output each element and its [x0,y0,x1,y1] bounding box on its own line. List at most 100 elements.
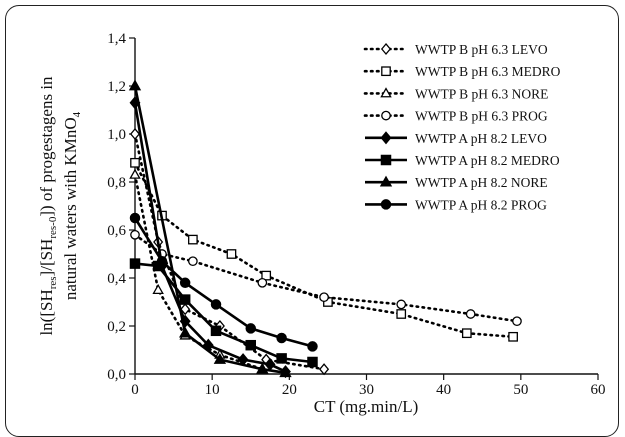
data-point [307,341,318,352]
legend-label: WWTP A pH 8.2 NORE [415,175,548,190]
y-label-sub1: res [47,276,59,289]
legend-item: WWTP A pH 8.2 MEDRO [365,153,560,168]
x-tick-label: 60 [591,382,606,398]
y-tick-label: 0,4 [107,271,126,287]
y-label-part3: ]) of progestagens in [37,76,56,217]
data-point [129,168,141,179]
legend-label: WWTP B pH 6.3 LEVO [415,42,548,57]
data-point [396,309,407,319]
data-point [188,234,198,245]
y-tick-label: 0,8 [107,175,126,191]
data-point [256,362,269,374]
data-point [156,255,168,267]
data-point [152,283,164,295]
y-tick-label: 1,4 [107,31,126,47]
data-point [129,212,141,224]
data-point [129,258,141,269]
legend-label: WWTP B pH 6.3 PROG [415,109,548,124]
legend-marker [380,131,392,145]
data-point [130,157,140,168]
y-tick-label: 0,2 [107,319,126,335]
x-axis-label: CT (mg.min/L) [314,397,419,416]
data-point [210,325,222,337]
data-point [245,323,256,334]
data-point [257,277,268,288]
data-point [319,363,330,376]
series-6 [128,79,292,378]
data-point [512,316,522,327]
line-chart: 0,0 0,2 0,4 0,6 0,8 1,0 1,2 1,4 0 10 20 30 40 50 60 W… [37,31,606,416]
series-line [133,173,264,371]
series-4 [129,96,291,379]
x-tick-label: 30 [359,382,374,398]
legend-label: WWTP A pH 8.2 LEVO [415,131,547,146]
legend-item: WWTP B pH 6.3 PROG [363,109,548,124]
series-line [133,233,519,323]
data-point [279,366,292,378]
data-point [245,339,256,351]
legend-label: WWTP B pH 6.3 MEDRO [415,64,561,79]
data-point [188,256,198,267]
data-point [179,277,191,289]
series-layer [128,79,522,379]
y-label-line2-text: natural waters with KMnO [61,117,80,300]
data-point [179,294,191,305]
data-point [130,229,140,240]
y-label-part1: ln([SH [37,289,56,335]
legend-item: WWTP A pH 8.2 NORE [365,175,548,190]
data-point [319,292,329,303]
data-point [276,353,287,364]
legend-marker [381,66,391,77]
series-5 [129,258,318,368]
x-tick-label: 20 [282,382,297,398]
y-tick-label: 0,0 [107,367,126,383]
x-tick-label: 0 [131,382,139,398]
legend-marker [380,154,392,166]
x-ticks: 0 10 20 30 40 50 60 [131,374,606,398]
data-point [261,270,272,281]
legend-label: WWTP B pH 6.3 NORE [415,86,548,101]
data-point [129,127,141,141]
legend-label: WWTP A pH 8.2 PROG [415,197,547,212]
legend-item: WWTP B pH 6.3 NORE [363,86,548,101]
data-point [307,356,318,368]
legend: WWTP B pH 6.3 LEVO WWTP B pH 6.3 MEDRO WWT… [363,42,561,212]
data-point [396,299,407,310]
y-label-part2: ]/[SH [37,239,56,277]
legend-marker [381,110,391,121]
y-ticks: 0,0 0,2 0,4 0,6 0,8 1,0 1,2 1,4 [107,31,135,383]
data-point [178,326,192,338]
data-point [508,331,518,342]
legend-item: WWTP A pH 8.2 LEVO [365,131,547,146]
x-tick-label: 10 [205,382,220,398]
y-label-line2-sub: 4 [71,111,83,117]
y-axis-label-line2: natural waters with KMnO4 [61,111,83,300]
data-point [213,352,227,364]
legend-marker [380,42,392,56]
data-point [128,79,142,91]
series-3 [130,229,522,327]
series-7 [129,212,318,352]
y-tick-label: 1,0 [107,127,126,143]
data-point [226,249,237,259]
legend-item: WWTP B pH 6.3 LEVO [363,42,548,57]
legend-item: WWTP B pH 6.3 MEDRO [363,64,561,79]
legend-marker [380,199,392,210]
legend-item: WWTP A pH 8.2 PROG [365,197,547,212]
legend-marker [379,175,393,187]
x-tick-label: 40 [436,382,451,398]
data-point [465,309,476,319]
legend-label: WWTP A pH 8.2 MEDRO [415,153,560,168]
y-axis-label: ln([SHres]/[SHres-0]) of progestagens in [37,76,59,336]
data-point [210,299,222,310]
series-line [134,262,313,364]
series-line [133,85,286,375]
y-label-sub2: res-0 [47,216,59,238]
legend-marker [380,87,392,98]
data-point [180,303,191,316]
data-point [461,328,472,339]
x-tick-label: 50 [513,382,528,398]
y-tick-label: 0,6 [107,223,126,239]
data-point [276,332,287,344]
y-tick-label: 1,2 [107,79,126,95]
